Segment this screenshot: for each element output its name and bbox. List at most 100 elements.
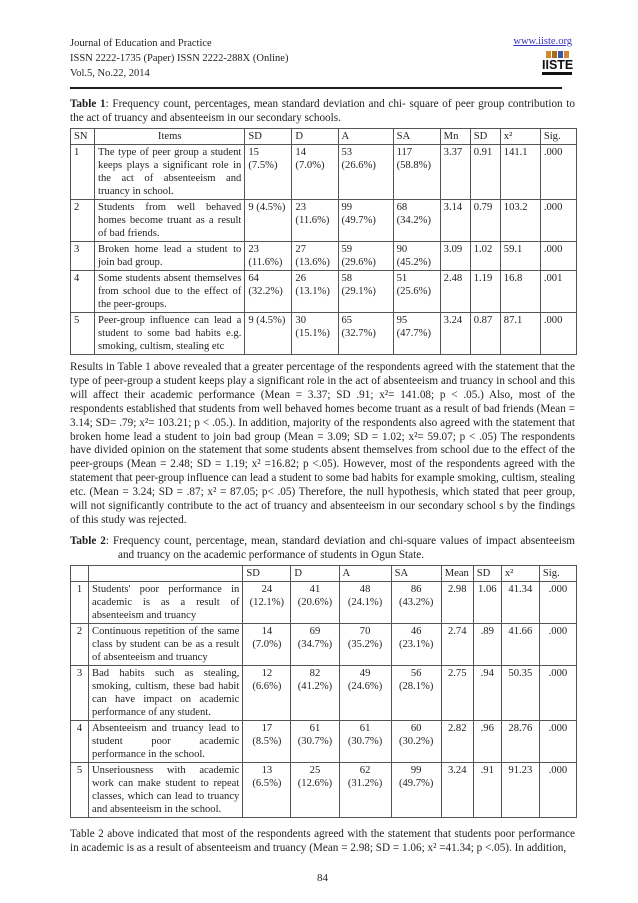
table2-caption: Table 2: Frequency count, percentage, me… xyxy=(70,534,575,562)
table-cell: 5 xyxy=(69,761,90,818)
table-cell: 27 (13.6%) xyxy=(291,241,339,271)
table-cell: 2.82 xyxy=(440,719,474,763)
table1-caption: Table 1: Frequency count, percentages, m… xyxy=(70,97,575,125)
table-cell: Bad habits such as stealing, smoking, cu… xyxy=(88,664,244,721)
table-cell: Absenteeism and truancy lead to student … xyxy=(88,719,244,763)
table-cell: The type of peer group a student keeps p… xyxy=(94,144,246,200)
iiste-logo: IISTE xyxy=(542,51,573,75)
table-cell: Students' poor performance in academic i… xyxy=(88,580,244,624)
table-cell: 28.76 xyxy=(500,719,540,763)
table-cell: 56 (28.1%) xyxy=(390,664,442,721)
table-cell: 16.8 xyxy=(499,270,541,313)
table-cell: 95 (47.7%) xyxy=(392,312,441,355)
table-cell: 90 (45.2%) xyxy=(392,241,441,271)
website-link[interactable]: www.iiste.org xyxy=(513,36,572,47)
table-cell: 24 (12.1%) xyxy=(242,580,292,624)
table-header-cell: A xyxy=(337,128,394,145)
table-row: 5 Peer-group influence can lead a student… xyxy=(69,312,578,355)
table-header-cell: SA xyxy=(392,128,441,145)
table-cell: 0.87 xyxy=(469,312,501,355)
table-cell: .000 xyxy=(538,580,578,624)
journal-issn: ISSN 2222-1735 (Paper) ISSN 2222-288X (O… xyxy=(70,53,289,64)
header-right: www.iiste.org IISTE xyxy=(513,36,573,75)
table-cell: 2.74 xyxy=(440,622,474,666)
table-header-cell: SD xyxy=(242,564,292,582)
table-row: 5 Unseriousness with academic work can ma… xyxy=(69,761,578,818)
journal-title: Journal of Education and Practice xyxy=(70,38,212,49)
table-cell: 23 (11.6%) xyxy=(244,241,293,271)
table-row: 2 Continuous repetition of the same class… xyxy=(69,622,578,666)
table-header-cell xyxy=(69,564,90,582)
table-cell: 2 xyxy=(69,622,90,666)
table-cell: 2.75 xyxy=(440,664,474,721)
table-cell: 25 (12.6%) xyxy=(290,761,340,818)
table-header-cell: SD xyxy=(472,564,502,582)
table-cell: Broken home lead a student to join bad g… xyxy=(94,241,246,271)
table2-caption-text: : Frequency count, percentage, mean, sta… xyxy=(105,534,575,561)
table-header-cell: SA xyxy=(390,564,442,582)
table-header-cell xyxy=(88,564,244,582)
table-header-cell: Mean xyxy=(440,564,474,582)
table-cell: 1.19 xyxy=(469,270,501,313)
table-cell: 46 (23.1%) xyxy=(390,622,442,666)
table-cell: Unseriousness with academic work can mak… xyxy=(88,761,244,818)
table-header-cell: D xyxy=(291,128,339,145)
table-cell: 3 xyxy=(69,241,96,271)
table-cell: Students from well behaved homes become … xyxy=(94,199,246,242)
table-header-cell: D xyxy=(290,564,340,582)
table-cell: 0.79 xyxy=(469,199,501,242)
table-cell: 9 (4.5%) xyxy=(244,199,293,242)
table-cell: 23 (11.6%) xyxy=(291,199,339,242)
table-cell: 1 xyxy=(69,580,90,624)
table-cell: 86 (43.2%) xyxy=(390,580,442,624)
table-row: 1 Students' poor performance in academic … xyxy=(69,580,578,624)
table-cell: 61 (30.7%) xyxy=(290,719,340,763)
table-cell: 58 (29.1%) xyxy=(337,270,394,313)
table-cell: 41.66 xyxy=(500,622,540,666)
table-header-cell: SN xyxy=(69,128,96,145)
table-cell: .89 xyxy=(472,622,502,666)
header-rule xyxy=(70,87,562,89)
table-row: 4 Some students absent themselves from sc… xyxy=(69,270,578,313)
table-cell: .000 xyxy=(538,719,578,763)
table-cell: 14 (7.0%) xyxy=(291,144,339,200)
table-cell: 3.14 xyxy=(439,199,471,242)
table-cell: 60 (30.2%) xyxy=(390,719,442,763)
table-cell: 50.35 xyxy=(500,664,540,721)
table-cell: .000 xyxy=(538,761,578,818)
table-cell: 82 (41.2%) xyxy=(290,664,340,721)
table-cell: 87.1 xyxy=(499,312,541,355)
table-cell: .96 xyxy=(472,719,502,763)
table-cell: 17 (8.5%) xyxy=(242,719,292,763)
table-cell: 99 (49.7%) xyxy=(390,761,442,818)
table-cell: 1.06 xyxy=(472,580,502,624)
table-cell: 4 xyxy=(69,719,90,763)
table-cell: Some students absent themselves from sch… xyxy=(94,270,246,313)
table-cell: .000 xyxy=(538,664,578,721)
table-cell: 26 (13.1%) xyxy=(291,270,339,313)
table-cell: 91.23 xyxy=(500,761,540,818)
table-cell: 12 (6.6%) xyxy=(242,664,292,721)
table-cell: 9 (4.5%) xyxy=(244,312,293,355)
table-cell: 99 (49.7%) xyxy=(337,199,394,242)
table-cell: 61 (30.7%) xyxy=(338,719,392,763)
table-cell: 1 xyxy=(69,144,96,200)
table-header-cell: SD xyxy=(244,128,293,145)
table-cell: .94 xyxy=(472,664,502,721)
table-cell: 69 (34.7%) xyxy=(290,622,340,666)
table-cell: 2 xyxy=(69,199,96,242)
table-cell: 51 (25.6%) xyxy=(392,270,441,313)
table-cell: 64 (32.2%) xyxy=(244,270,293,313)
table-cell: 70 (35.2%) xyxy=(338,622,392,666)
table-cell: 65 (32.7%) xyxy=(337,312,394,355)
journal-volume: Vol.5, No.22, 2014 xyxy=(70,68,150,79)
iiste-logo-bars-icon xyxy=(542,51,572,58)
table-header-row: SD D A SA Mean SD x² Sig. xyxy=(69,564,578,582)
table-cell: 53 (26.6%) xyxy=(337,144,394,200)
table-cell: 3.24 xyxy=(440,761,474,818)
page-header: Journal of Education and Practice ISSN 2… xyxy=(70,36,575,81)
table-cell: 59.1 xyxy=(499,241,541,271)
table1: SN Items SD D A SA Mn SD x² Sig. 1 The type of peer… xyxy=(69,128,578,355)
table-cell: 117 (58.8%) xyxy=(392,144,441,200)
table1-caption-text: : Frequency count, percentages, mean sta… xyxy=(70,98,576,124)
